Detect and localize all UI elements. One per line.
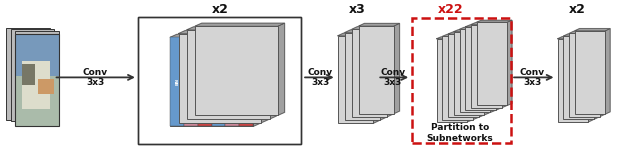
Polygon shape (179, 31, 268, 34)
Polygon shape (352, 27, 392, 29)
Polygon shape (479, 32, 483, 117)
Polygon shape (477, 20, 512, 22)
Polygon shape (170, 34, 260, 37)
Polygon shape (588, 37, 593, 122)
Polygon shape (600, 31, 604, 117)
Bar (11, 29, 54, 121)
Polygon shape (187, 27, 276, 30)
Bar (15, 34, 59, 126)
Text: BN: BN (175, 78, 179, 85)
Polygon shape (436, 37, 472, 39)
Polygon shape (269, 27, 276, 119)
Bar (38, 79, 54, 94)
Polygon shape (448, 32, 483, 34)
Polygon shape (605, 29, 610, 114)
Polygon shape (496, 25, 500, 110)
Polygon shape (195, 23, 285, 26)
Polygon shape (465, 25, 500, 27)
Bar (477, 22, 508, 105)
Bar (187, 30, 269, 119)
Text: Conv: Conv (244, 76, 248, 88)
Polygon shape (394, 23, 399, 114)
Polygon shape (460, 27, 495, 29)
Bar (454, 32, 484, 115)
Text: Conv
3x3: Conv 3x3 (83, 68, 108, 87)
Bar (345, 33, 380, 120)
Bar (138, 17, 301, 144)
Polygon shape (490, 27, 495, 112)
Polygon shape (569, 31, 604, 34)
Bar (557, 39, 588, 122)
Polygon shape (253, 34, 260, 126)
Polygon shape (338, 33, 378, 36)
Bar (471, 24, 502, 108)
Text: Conv
3x3: Conv 3x3 (520, 68, 545, 87)
Bar (6, 28, 50, 120)
Text: Conv: Conv (203, 76, 207, 88)
Polygon shape (484, 30, 489, 115)
Bar (575, 31, 605, 114)
Polygon shape (359, 23, 399, 26)
Polygon shape (387, 27, 392, 117)
Bar (448, 34, 479, 117)
Bar (179, 34, 261, 123)
Polygon shape (473, 35, 477, 119)
Polygon shape (594, 34, 598, 119)
Polygon shape (575, 29, 610, 31)
Bar (436, 39, 467, 122)
Bar (15, 76, 59, 126)
Text: Conv
3x3: Conv 3x3 (380, 68, 405, 87)
Text: x3: x3 (349, 3, 365, 16)
Bar (195, 26, 278, 115)
Polygon shape (467, 37, 472, 122)
Bar (412, 18, 511, 143)
Bar (359, 26, 394, 114)
Text: x2: x2 (568, 3, 585, 16)
Polygon shape (442, 35, 477, 36)
Bar (569, 34, 600, 117)
Bar (184, 37, 198, 126)
Bar (465, 27, 496, 110)
Polygon shape (261, 31, 268, 123)
Polygon shape (345, 30, 385, 33)
Text: Partition to
Subnetworks: Partition to Subnetworks (427, 123, 493, 143)
Polygon shape (380, 30, 385, 120)
Bar (198, 37, 212, 126)
Bar (212, 37, 225, 126)
Bar (170, 37, 184, 126)
Text: Conv
3x3: Conv 3x3 (307, 68, 333, 87)
Bar (15, 34, 59, 76)
Bar (225, 37, 239, 126)
Text: x22: x22 (438, 3, 463, 16)
Polygon shape (454, 30, 489, 32)
Text: ReLU: ReLU (189, 76, 193, 88)
Bar (22, 64, 35, 85)
Bar (22, 61, 51, 109)
Bar (138, 17, 301, 144)
Polygon shape (508, 20, 512, 105)
Text: ReLU: ReLU (230, 76, 234, 88)
Polygon shape (563, 34, 598, 36)
Text: BN: BN (216, 78, 221, 85)
Bar (563, 36, 594, 119)
Bar (239, 37, 253, 126)
Bar (170, 37, 253, 126)
Text: x2: x2 (211, 3, 228, 16)
Bar (460, 29, 490, 112)
Bar (15, 31, 59, 123)
Polygon shape (557, 37, 593, 39)
Polygon shape (471, 23, 506, 24)
Bar (442, 36, 473, 119)
Bar (352, 29, 387, 117)
Polygon shape (502, 23, 506, 108)
Polygon shape (373, 33, 378, 123)
Bar (338, 36, 373, 123)
Polygon shape (278, 23, 285, 115)
